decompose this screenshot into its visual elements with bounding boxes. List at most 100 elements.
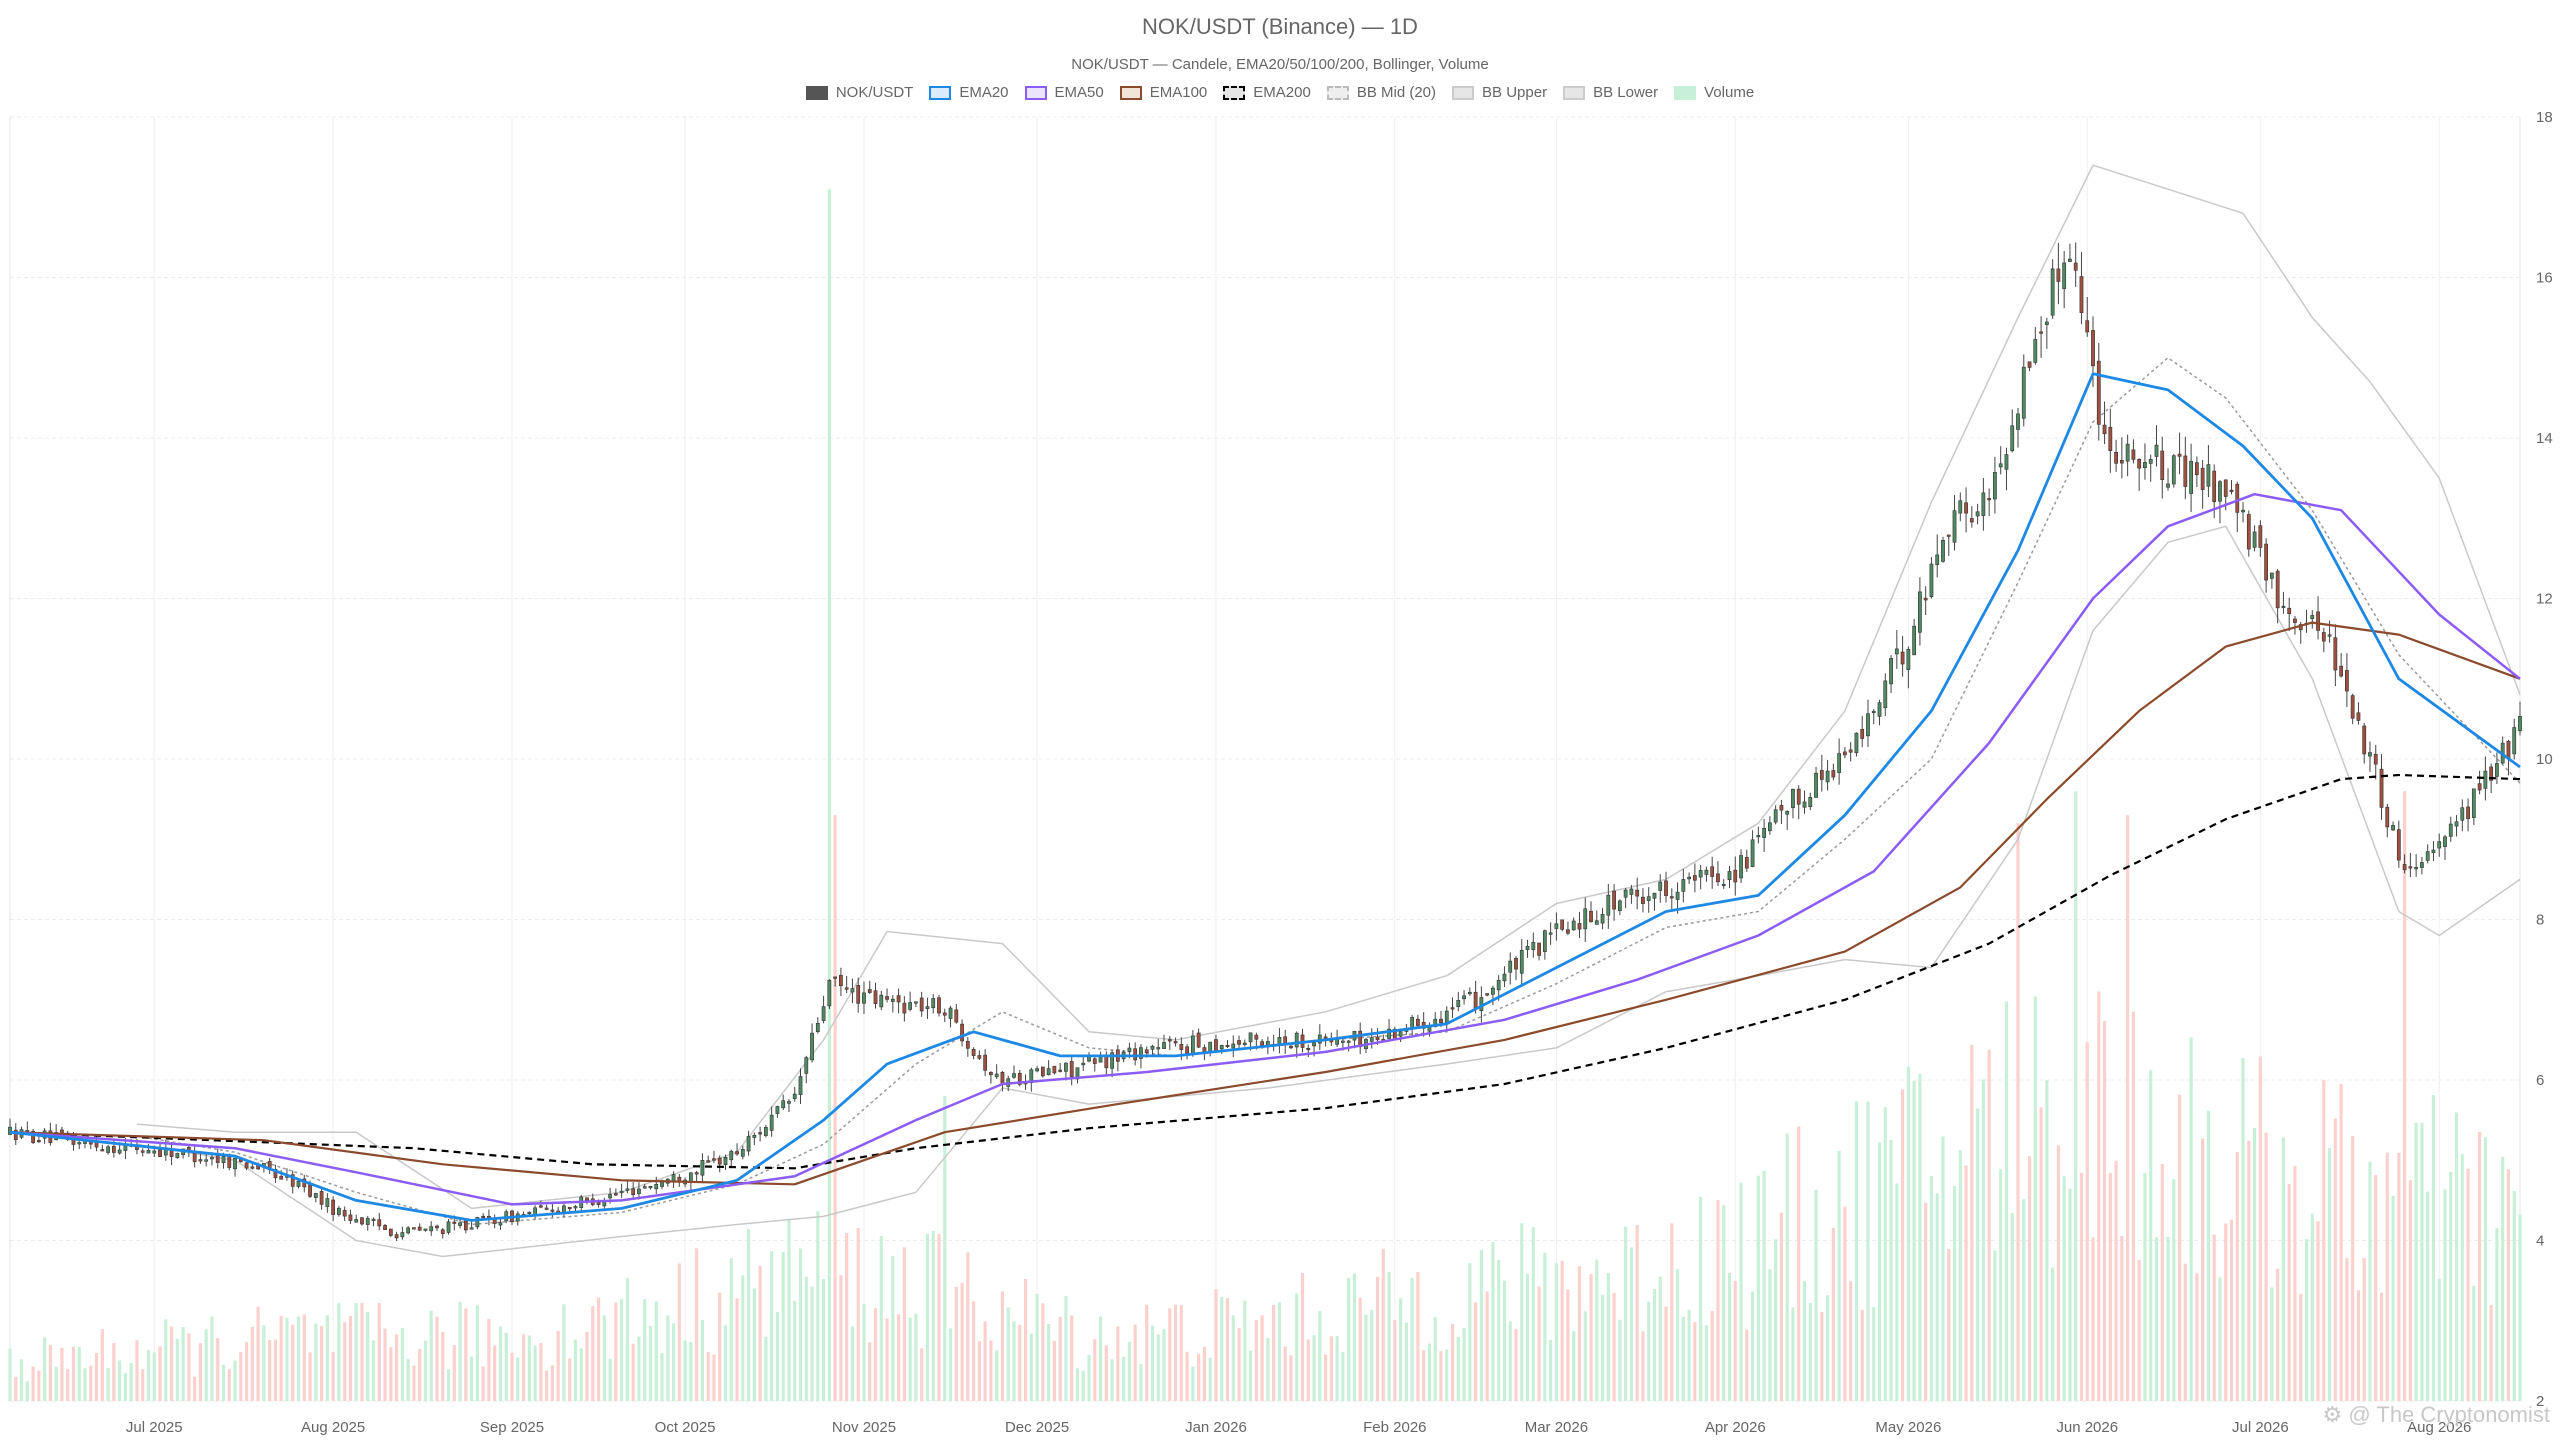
volume-bar bbox=[273, 1339, 278, 1401]
volume-bar bbox=[533, 1345, 537, 1401]
volume-bar bbox=[1641, 1331, 1645, 1401]
candle-body bbox=[2443, 836, 2447, 847]
candle-body bbox=[1185, 1046, 1189, 1054]
candle-body bbox=[764, 1127, 768, 1136]
volume-bar bbox=[568, 1358, 572, 1401]
legend-item[interactable]: BB Lower bbox=[1563, 84, 1658, 101]
candle-body bbox=[983, 1054, 988, 1071]
candle-body bbox=[567, 1206, 572, 1210]
candle-body bbox=[1716, 873, 1720, 883]
candle-body bbox=[1069, 1061, 1074, 1077]
candle-body bbox=[1843, 751, 1847, 756]
candle-body bbox=[8, 1126, 12, 1135]
volume-bar bbox=[2379, 1292, 2384, 1401]
candle-body bbox=[1375, 1036, 1380, 1041]
legend-item[interactable]: BB Upper bbox=[1452, 84, 1547, 101]
volume-bar bbox=[2195, 1273, 2199, 1401]
candle-body bbox=[1727, 871, 1732, 880]
candle-body bbox=[325, 1198, 330, 1207]
volume-bar bbox=[2068, 1188, 2072, 1401]
legend-item[interactable]: EMA200 bbox=[1223, 84, 1311, 101]
volume-bar bbox=[2074, 791, 2078, 1401]
candle-body bbox=[862, 992, 866, 1004]
volume-bar bbox=[1802, 1280, 1807, 1401]
legend-item[interactable]: NOK/USDT bbox=[805, 84, 913, 101]
candle-body bbox=[1646, 896, 1651, 901]
volume-bar bbox=[441, 1331, 445, 1401]
volume-bar bbox=[2495, 1228, 2499, 1401]
candle-body bbox=[2477, 783, 2482, 791]
candle-body bbox=[210, 1157, 214, 1160]
candle-body bbox=[400, 1232, 405, 1238]
candle-body bbox=[446, 1221, 451, 1233]
volume-bar bbox=[1070, 1315, 1074, 1401]
candle-body bbox=[758, 1132, 762, 1135]
volume-bar bbox=[1289, 1355, 1293, 1401]
candle-body bbox=[337, 1207, 341, 1215]
volume-bar bbox=[169, 1326, 174, 1401]
volume-bar bbox=[2483, 1137, 2487, 1401]
volume-bar bbox=[1295, 1293, 1299, 1401]
volume-bar bbox=[1987, 1049, 1991, 1401]
candle-body bbox=[2177, 453, 2182, 457]
candle-body bbox=[1583, 908, 1588, 930]
volume-bar bbox=[2460, 1153, 2464, 1401]
volume-bar bbox=[1826, 1295, 1830, 1401]
candle-body bbox=[2096, 360, 2101, 425]
candle-body bbox=[146, 1149, 151, 1154]
volume-bar bbox=[1606, 1273, 1610, 1401]
legend-item[interactable]: Volume bbox=[1674, 84, 1754, 101]
volume-bar bbox=[1133, 1324, 1137, 1401]
volume-bar bbox=[862, 1304, 866, 1401]
volume-bar bbox=[141, 1369, 145, 1401]
volume-bar bbox=[1952, 1186, 1957, 1401]
volume-bar bbox=[2154, 1237, 2159, 1401]
volume-bar bbox=[2478, 1132, 2482, 1401]
bb-mid-line bbox=[136, 357, 2521, 1226]
candle-body bbox=[1779, 805, 1784, 811]
candle-body bbox=[890, 998, 895, 1002]
volume-bar bbox=[227, 1369, 231, 1401]
volume-bar bbox=[1993, 1250, 1997, 1401]
candle-body bbox=[463, 1220, 468, 1231]
volume-bar bbox=[175, 1338, 179, 1401]
volume-bar bbox=[100, 1329, 104, 1401]
legend-label: EMA200 bbox=[1253, 84, 1311, 101]
legend-item[interactable]: BB Mid (20) bbox=[1326, 84, 1436, 101]
candle-body bbox=[1906, 649, 1911, 670]
legend-item[interactable]: EMA50 bbox=[1024, 84, 1104, 101]
volume-bar bbox=[1531, 1227, 1535, 1401]
volume-bar bbox=[210, 1316, 214, 1401]
ema100-line bbox=[9, 621, 2521, 1186]
volume-bar bbox=[2270, 1287, 2274, 1401]
candle-body bbox=[2345, 670, 2349, 692]
candle-body bbox=[954, 1009, 959, 1023]
candle-body bbox=[198, 1159, 203, 1162]
volume-bar bbox=[193, 1376, 197, 1401]
x-tick-label: Feb 2026 bbox=[1363, 1419, 1426, 1436]
volume-bar bbox=[1895, 1183, 1899, 1401]
candle-body bbox=[1162, 1042, 1166, 1049]
volume-bar bbox=[2022, 1199, 2026, 1401]
candle-body bbox=[498, 1222, 503, 1226]
candle-body bbox=[204, 1159, 209, 1162]
legend-item[interactable]: EMA100 bbox=[1119, 84, 1207, 101]
candle-body bbox=[106, 1146, 110, 1153]
volume-bar bbox=[648, 1326, 653, 1401]
volume-bar bbox=[1202, 1346, 1206, 1401]
legend-item[interactable]: EMA20 bbox=[929, 84, 1009, 101]
volume-bar bbox=[389, 1347, 393, 1401]
volume-bar bbox=[2489, 1304, 2493, 1401]
candle-body bbox=[2085, 320, 2090, 333]
volume-series bbox=[8, 189, 2522, 1402]
candle-body bbox=[2160, 450, 2165, 481]
volume-bar bbox=[1670, 1223, 1674, 1401]
volume-bar bbox=[1352, 1273, 1357, 1401]
volume-bar bbox=[2120, 1235, 2124, 1401]
candle-body bbox=[2402, 864, 2407, 871]
candle-body bbox=[2339, 665, 2344, 677]
legend-swatch bbox=[1674, 85, 1697, 100]
volume-bar bbox=[1041, 1303, 1045, 1401]
volume-bar bbox=[1889, 1139, 1893, 1401]
volume-bar bbox=[2010, 1213, 2014, 1401]
